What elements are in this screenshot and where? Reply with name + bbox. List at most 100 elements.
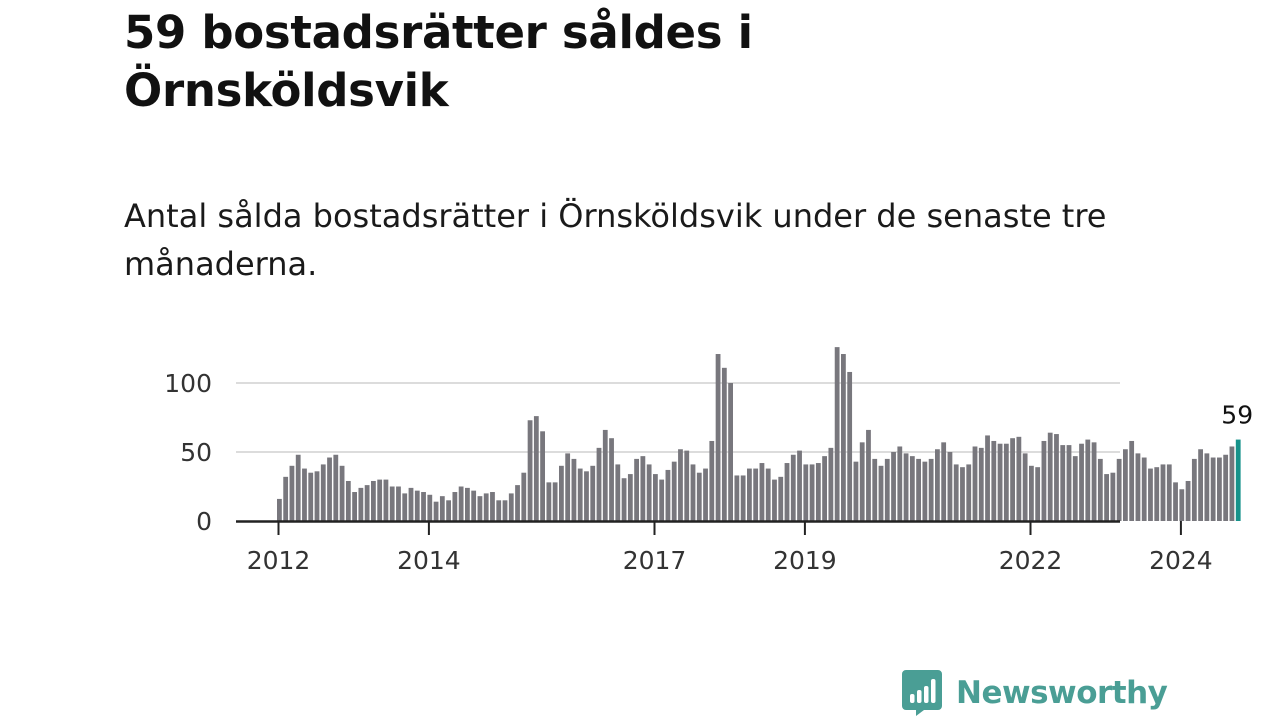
bar <box>584 471 589 521</box>
bar <box>508 493 514 521</box>
bar <box>678 449 683 521</box>
bar <box>866 429 871 521</box>
bar <box>427 494 433 521</box>
bar <box>421 492 426 521</box>
y-tick-label: 100 <box>164 369 212 398</box>
bar <box>1210 457 1216 521</box>
bar <box>602 429 608 521</box>
bar <box>1123 449 1128 521</box>
bar <box>283 476 289 521</box>
bar <box>715 354 721 521</box>
bar <box>527 420 533 521</box>
brand-name: Newsworthy <box>956 675 1168 711</box>
bar <box>1179 489 1185 521</box>
bar <box>1110 472 1116 521</box>
bar <box>490 492 495 521</box>
bar <box>640 456 646 521</box>
bar <box>1148 468 1153 521</box>
bar <box>1010 438 1015 521</box>
bar <box>947 452 953 521</box>
bar <box>320 464 326 521</box>
bar <box>1223 454 1229 521</box>
bar <box>1166 464 1172 521</box>
bar <box>565 453 571 521</box>
bar <box>671 461 677 521</box>
bar <box>1104 474 1109 521</box>
x-tick-label: 2014 <box>397 546 461 575</box>
newsworthy-logo-icon <box>902 670 942 716</box>
bar <box>452 492 458 521</box>
bar <box>540 431 545 521</box>
bar <box>1085 439 1091 521</box>
bar <box>502 500 508 521</box>
bar <box>308 472 314 521</box>
bar <box>859 442 865 521</box>
bar <box>847 371 853 521</box>
bar <box>302 468 307 521</box>
bar <box>747 468 752 521</box>
bar <box>997 443 1003 521</box>
x-tick-label: 2012 <box>247 546 311 575</box>
bar <box>928 458 934 521</box>
bar <box>953 464 959 521</box>
bar <box>1047 432 1053 521</box>
bar <box>559 465 564 521</box>
bar <box>690 464 696 521</box>
bar <box>1191 458 1197 521</box>
bar <box>352 492 357 521</box>
bar <box>446 500 451 521</box>
bar <box>364 485 370 521</box>
bar <box>1003 443 1009 521</box>
y-tick-label: 0 <box>196 507 212 536</box>
bar <box>991 440 997 521</box>
bar <box>1217 457 1222 521</box>
bar <box>1173 482 1178 521</box>
bar <box>653 474 658 521</box>
bar <box>402 493 408 521</box>
bar <box>345 480 351 521</box>
bar <box>884 458 890 521</box>
bar <box>634 458 639 521</box>
y-tick-label: 50 <box>180 438 212 467</box>
bar <box>659 479 665 521</box>
bar <box>709 440 715 521</box>
bar <box>728 383 733 521</box>
bar-latest <box>1235 439 1241 521</box>
bar <box>972 446 978 521</box>
bar <box>797 450 802 521</box>
bar <box>1229 446 1235 521</box>
bar <box>496 500 502 521</box>
bar <box>1116 458 1122 521</box>
bar <box>515 485 520 521</box>
bar <box>853 461 859 521</box>
bar <box>759 463 765 521</box>
chart-title: 59 bostadsrätter såldes i Örnsköldsvik <box>124 6 753 117</box>
bar <box>696 472 702 521</box>
bar <box>1022 453 1028 521</box>
bar <box>841 354 846 521</box>
bar <box>721 367 727 521</box>
bar <box>753 468 759 521</box>
bar <box>339 465 345 521</box>
bar <box>552 482 558 521</box>
bar <box>571 458 577 521</box>
bar <box>646 464 652 521</box>
bar <box>609 438 614 521</box>
bar <box>1035 467 1041 521</box>
newsworthy-logo: Newsworthy <box>902 670 1168 716</box>
bar <box>483 493 489 521</box>
bar <box>389 486 395 521</box>
labels: 0 50 100 2012 2014 2017 2019 2022 2024 59 <box>164 369 1253 575</box>
bar <box>333 454 339 521</box>
bar <box>922 461 928 521</box>
bar <box>521 472 527 521</box>
bar <box>1198 449 1203 521</box>
bar <box>834 347 840 521</box>
bar <box>897 446 903 521</box>
bar <box>396 486 401 521</box>
bar <box>1041 440 1047 521</box>
bar <box>1135 453 1141 521</box>
bar <box>1185 480 1191 521</box>
bar <box>784 463 790 521</box>
